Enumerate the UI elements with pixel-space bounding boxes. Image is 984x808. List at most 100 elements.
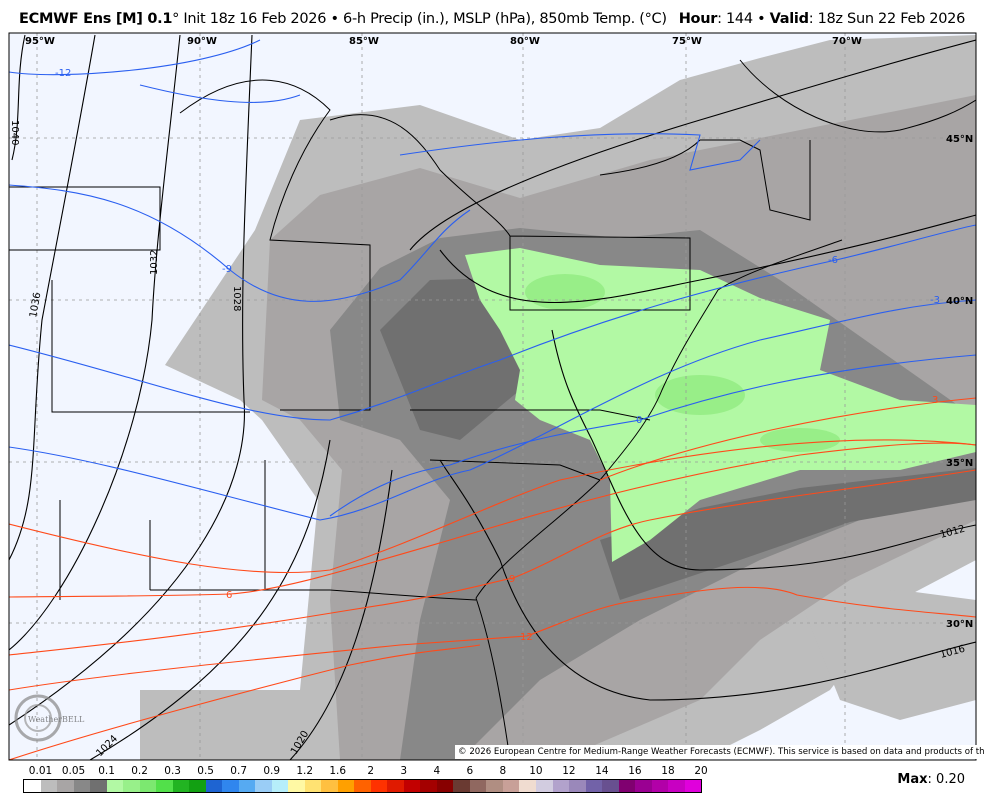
isobars [9, 34, 976, 760]
isobar-label: 1028 [231, 286, 242, 311]
legend-label: 0.9 [263, 765, 281, 777]
legend-swatch [354, 780, 371, 792]
legend-swatch [403, 780, 421, 792]
legend-swatch [57, 780, 74, 792]
precip-heavier-area [600, 468, 976, 600]
hour-value: : 144 [717, 11, 753, 27]
legend-swatch [24, 780, 41, 792]
legend-swatch [106, 780, 124, 792]
legend-label: 10 [529, 765, 543, 777]
isobar-1024 [89, 439, 331, 760]
separator: • [330, 11, 339, 27]
legend-label: 1.6 [329, 765, 347, 777]
legend-swatch [635, 780, 652, 792]
legend-label: 0.5 [197, 765, 214, 777]
temp-label: -3 [930, 295, 940, 306]
temp-label: 6 [226, 590, 232, 601]
isobar-label: 1032 [149, 250, 160, 275]
legend-swatch [156, 780, 173, 792]
hour-label: Hour [678, 11, 718, 27]
isobar-1012 [551, 329, 976, 571]
legend-swatch [618, 780, 636, 792]
legend-swatch [420, 780, 437, 792]
legend-swatch [222, 780, 239, 792]
isobar-label: 1040 [9, 120, 20, 145]
legend-swatch [90, 780, 107, 792]
legend-label: 1.2 [296, 765, 314, 777]
isobar-1036 [9, 34, 96, 561]
legend-swatch [535, 780, 553, 792]
valid-time-info: Hour: 144 • Valid: 18z Sun 22 Feb 2026 [678, 11, 966, 27]
temp-label: 3 [932, 395, 938, 406]
warm-isotherms [9, 397, 976, 760]
legend-label: 2 [367, 765, 375, 777]
legend-swatch [321, 780, 338, 792]
legend-label: 0.2 [131, 765, 148, 777]
legend-swatch [569, 780, 586, 792]
legend-swatch [668, 780, 685, 792]
legend-swatch [205, 780, 223, 792]
legend-swatch [238, 780, 256, 792]
model-name: ECMWF Ens [M] 0.1 [19, 11, 173, 27]
legend-label: 0.3 [164, 765, 181, 777]
legend-label: 4 [433, 765, 441, 777]
isobar-1032 [9, 34, 181, 651]
max-value: Max: 0.20 [897, 772, 965, 787]
init-time: Init 18z 16 Feb 2026 [183, 11, 327, 27]
lon-label: 90°W [187, 36, 217, 47]
legend-swatch [189, 780, 206, 792]
weatherbell-logo: WeatherBELL [14, 694, 85, 742]
legend-swatch [337, 780, 355, 792]
lat-label: 35°N [946, 458, 973, 469]
legend-swatch [123, 780, 140, 792]
legend-swatch [387, 780, 404, 792]
legend-swatch [255, 780, 272, 792]
temp-label: -12 [55, 68, 71, 79]
legend-label: 16 [628, 765, 642, 777]
legend-swatch [502, 780, 520, 792]
legend-label: 8 [499, 765, 507, 777]
legend-swatch [453, 780, 470, 792]
max-number: : 0.20 [927, 772, 965, 787]
legend-swatch [370, 780, 388, 792]
temp-label: 12 [520, 632, 533, 643]
legend-swatch [552, 780, 570, 792]
svg-text:WeatherBELL: WeatherBELL [28, 715, 85, 724]
legend-label: 0.1 [98, 765, 115, 777]
lon-label: 80°W [510, 36, 540, 47]
borders [9, 59, 976, 760]
max-label: Max [897, 772, 928, 787]
degree-symbol: ° [172, 11, 180, 27]
legend-swatch [139, 780, 157, 792]
legend-label: 0.05 [61, 765, 86, 777]
isobar-label: 1036 [28, 292, 43, 319]
valid-label: Valid [769, 11, 809, 27]
lat-label: 45°N [946, 134, 973, 145]
legend-swatch [40, 780, 58, 792]
cold-isotherms [9, 39, 976, 521]
precip-green2-patch [655, 375, 745, 415]
legend-swatch [486, 780, 503, 792]
lon-label: 95°W [25, 36, 55, 47]
isobar-1040 [11, 34, 26, 161]
legend-swatch [271, 780, 289, 792]
legend-label: 12 [562, 765, 576, 777]
axis-labels: 95°W 90°W 85°W 80°W 75°W 70°W 45°N 40°N … [25, 36, 973, 630]
precip-light-patch [800, 590, 976, 720]
precip-color-legend [23, 779, 702, 793]
legend-swatch [304, 780, 322, 792]
legend-swatch [73, 780, 91, 792]
legend-swatch [585, 780, 603, 792]
legend-swatch [172, 780, 190, 792]
legend-label: 0.01 [28, 765, 53, 777]
valid-value: : 18z Sun 22 Feb 2026 [808, 11, 966, 27]
separator: • [757, 11, 766, 27]
isobar-1020 [289, 469, 393, 760]
copyright-notice: © 2026 European Centre for Medium-Range … [455, 745, 984, 759]
legend-label: 14 [595, 765, 609, 777]
precip-green2-patch [525, 274, 605, 310]
temp-label: 9 [509, 574, 515, 585]
temp-label: -9 [222, 264, 232, 275]
lat-label: 30°N [946, 619, 973, 630]
